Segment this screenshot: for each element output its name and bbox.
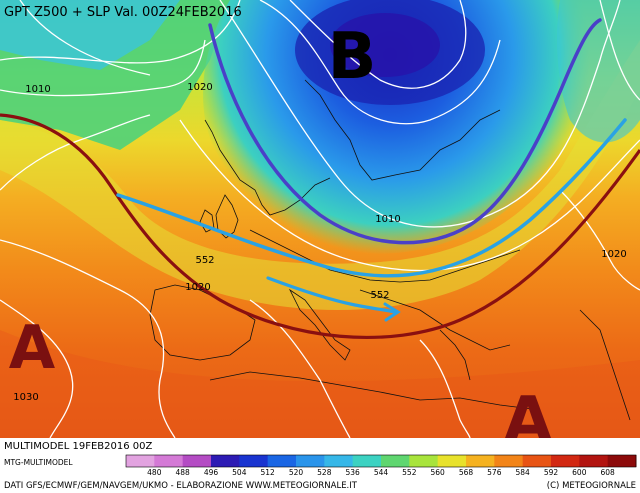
field-trough-center xyxy=(330,13,440,77)
colorbar-swatch xyxy=(522,455,552,467)
field-yellow-band xyxy=(0,40,640,310)
field-northeast-cyan xyxy=(557,0,640,143)
colorbar-border xyxy=(125,454,637,468)
colorbar-swatch xyxy=(211,455,240,467)
colorbar-tick-label: 536 xyxy=(346,468,361,477)
colorbar-tick-label: 512 xyxy=(261,468,276,477)
jet-main-arrow xyxy=(116,118,627,278)
isobar-label: 1020 xyxy=(187,82,212,93)
colorbar-swatch xyxy=(494,455,524,467)
model-name-label: MTG-MULTIMODEL xyxy=(4,458,73,467)
credits-label: DATI GFS/ECMWF/GEM/NAVGEM/UKMO - ELABORA… xyxy=(4,481,358,491)
colorbar-swatch xyxy=(381,455,410,467)
coastlines xyxy=(149,79,631,421)
colorbar-tick-label: 496 xyxy=(204,468,219,477)
colorbar-tick-label: 608 xyxy=(601,468,616,477)
field-west-cyan xyxy=(0,0,180,70)
colorbar-tick-label: 528 xyxy=(317,468,332,477)
copyright-label: (C) METEOGIORNALE xyxy=(547,481,636,491)
colorbar-tick-label: 520 xyxy=(289,468,304,477)
geopotential-label: 552 xyxy=(370,290,389,301)
colorbar-tick-label: 552 xyxy=(402,468,417,477)
colorbar-swatch xyxy=(239,455,269,467)
colorbar-tick-label: 584 xyxy=(516,468,531,477)
colorbar-tick-label: 488 xyxy=(176,468,191,477)
low-pressure-center-label: B xyxy=(328,20,377,94)
isobar-label: 1010 xyxy=(25,84,50,95)
colorbar-swatch xyxy=(607,455,637,467)
colorbar-swatch xyxy=(352,455,382,467)
colorbar-swatch xyxy=(324,455,354,467)
isobar-label: 1030 xyxy=(13,392,38,403)
colorbar-swatch xyxy=(126,455,155,467)
colorbar-tick-label: 504 xyxy=(232,468,247,477)
colorbar-tick-label: 592 xyxy=(544,468,559,477)
geopotential-552-line xyxy=(0,113,640,340)
colorbar-tick-label: 544 xyxy=(374,468,389,477)
isobars xyxy=(0,0,640,438)
colorbar: 480 488 496 504 512 520 528 536 544 552 560 568 576 5… xyxy=(125,454,637,477)
colorbar-swatch xyxy=(409,455,439,467)
model-run-label: MULTIMODEL 19FEB2016 00Z xyxy=(4,441,152,452)
colorbar-swatch xyxy=(154,455,184,467)
jet-secondary-arrowhead xyxy=(383,302,401,322)
colorbar-swatch xyxy=(551,455,580,467)
geopotential-label: 552 xyxy=(195,255,214,266)
colorbar-swatch xyxy=(579,455,609,467)
jet-secondary-arrow xyxy=(266,276,397,314)
isobar-label: 1020 xyxy=(185,282,210,293)
colorbar-tick-label: 576 xyxy=(487,468,502,477)
colorbar-swatch xyxy=(296,455,325,467)
geopotential-labels: 552 552 xyxy=(195,255,389,301)
colorbar-tick-label: 568 xyxy=(459,468,474,477)
isobar-labels: 1010 1020 1010 1020 1020 1030 xyxy=(13,82,626,403)
colorbar-swatch xyxy=(182,455,212,467)
isobar-label: 1010 xyxy=(375,214,400,225)
colorbar-swatch xyxy=(267,455,297,467)
map-area xyxy=(0,0,640,438)
field-south-orange xyxy=(0,330,640,438)
map-title: GPT Z500 + SLP Val. 00Z24FEB2016 xyxy=(4,5,242,20)
high-pressure-center-west-label: A xyxy=(9,313,56,383)
colorbar-swatch xyxy=(437,455,467,467)
colorbar-tick-label: 600 xyxy=(572,468,587,477)
colorbar-tick-label: 560 xyxy=(431,468,446,477)
trough-axis-arrow xyxy=(208,18,602,245)
colorbar-tick-label: 480 xyxy=(147,468,162,477)
colorbar-swatch xyxy=(466,455,495,467)
jet-stream-arrows xyxy=(116,18,627,322)
isobar-label: 1020 xyxy=(601,249,626,260)
